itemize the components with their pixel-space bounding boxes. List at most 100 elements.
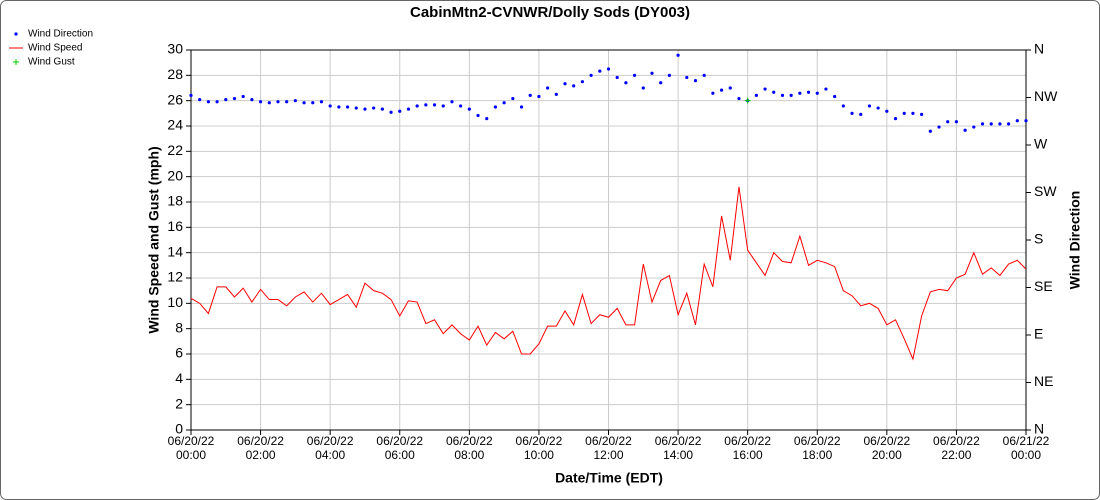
direction-point [824,87,828,91]
direction-point [624,81,628,85]
direction-point [302,101,306,105]
speed-line [190,186,1027,361]
direction-point [780,93,785,97]
direction-point [798,91,802,95]
direction-point [546,86,550,90]
y-axis-label: Wind Speed and Gust (mph) [146,146,162,333]
y-tick-label: 16 [167,218,183,234]
direction-point [693,79,698,83]
y2-tick-label: N [1034,41,1044,57]
y-tick-label: 22 [167,142,183,158]
direction-point [424,103,428,107]
y-tick-label: 18 [167,193,183,209]
y-tick-label: 4 [175,370,183,386]
direction-point [276,100,280,104]
legend-label: Wind Gust [28,57,75,68]
direction-point [641,86,645,90]
direction-point [432,103,437,107]
direction-point [232,96,237,101]
direction-point [1015,119,1019,123]
y2-tick-label: SE [1034,278,1053,294]
x-axis-label: Date/Time (EDT) [555,470,663,486]
direction-point [580,80,585,84]
direction-point [728,86,732,90]
direction-point [406,107,411,111]
direction-point [241,94,245,99]
x-tick-label: 06/21/22 00:00 [1002,434,1050,462]
direction-point [380,107,384,111]
x-tick-label: 06/20/22 16:00 [724,434,772,462]
direction-point [650,71,654,75]
y2-tick-label: E [1034,326,1043,342]
direction-point [206,100,210,104]
direction-point [833,94,837,99]
y2-tick-label: W [1034,136,1048,152]
direction-point [250,98,254,102]
y2-tick-label: NE [1034,373,1053,389]
direction-point [267,101,271,105]
direction-point [937,125,941,129]
direction-point [789,93,793,97]
x-tick-label: 06/20/22 18:00 [793,434,841,462]
direction-point [450,100,454,104]
direction-point [554,92,558,96]
y2-tick-label: S [1034,231,1043,247]
legend-label: Wind Direction [28,29,93,40]
direction-point [667,73,671,77]
direction-point [989,122,993,126]
direction-point [946,120,950,124]
legend-swatch [14,32,18,36]
direction-point [806,90,811,94]
direction-point [772,90,776,94]
direction-point [311,101,315,105]
direction-point [476,113,480,118]
direction-point [354,106,358,110]
direction-point [867,104,872,108]
direction-point [337,105,341,109]
direction-point [606,67,611,71]
direction-point [485,117,489,121]
direction-point [911,111,915,115]
y-tick-label: 24 [167,117,183,133]
direction-point [963,128,967,132]
direction-point [902,111,906,115]
direction-point [859,112,863,116]
y-tick-label: 14 [167,243,183,259]
direction-point [885,109,889,113]
direction-point [328,104,332,108]
direction-point [345,105,350,109]
direction-point [293,99,297,103]
legend-swatch [13,59,19,65]
direction-point [511,96,515,101]
y2-tick-label: SW [1034,183,1057,199]
legend-label: Wind Speed [28,43,82,54]
direction-point [189,93,193,97]
direction-point [615,75,619,80]
direction-point [659,81,663,85]
direction-point [258,100,263,104]
direction-point [754,93,758,97]
direction-point [632,73,637,77]
direction-point [572,84,576,88]
direction-point [528,93,532,97]
x-tick-label: 06/20/22 12:00 [585,434,632,462]
direction-point [719,88,724,92]
direction-point [763,87,767,91]
x-tick-label: 06/20/22 14:00 [654,434,702,462]
direction-point [589,73,593,77]
direction-point [502,101,506,105]
direction-point [954,120,959,124]
y-tick-label: 26 [167,91,183,107]
y2-axis-label: Wind Direction [1067,191,1083,290]
direction-point [198,98,202,102]
x-tick-label: 06/20/22 02:00 [237,434,284,462]
direction-point [815,91,819,95]
direction-point [841,104,845,108]
direction-point [467,107,471,111]
direction-point [415,104,419,108]
direction-point [1007,122,1011,126]
direction-point [519,105,524,109]
y-tick-label: 30 [167,41,183,57]
